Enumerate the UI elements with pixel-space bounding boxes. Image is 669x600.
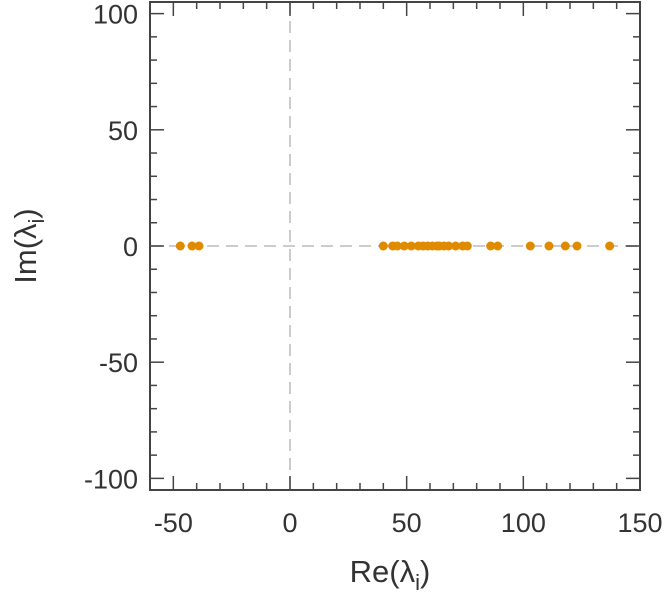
data-point (194, 241, 204, 251)
y-axis-label: Im(λi) (8, 208, 49, 283)
y-tick-label: -100 (84, 464, 138, 494)
x-tick-labels: -50 0 50 100 150 (154, 508, 663, 538)
x-axis-label: Re(λi) (350, 554, 431, 595)
data-point (406, 241, 416, 251)
data-point (399, 241, 409, 251)
data-point (392, 241, 402, 251)
x-tick-label: -50 (154, 508, 193, 538)
data-points (175, 241, 615, 251)
data-point (560, 241, 570, 251)
data-point (378, 241, 388, 251)
x-tick-label: 50 (392, 508, 422, 538)
x-tick-label: 0 (282, 508, 297, 538)
data-point (493, 241, 503, 251)
y-tick-label: -50 (99, 348, 138, 378)
data-point (187, 241, 197, 251)
data-point (486, 241, 496, 251)
axis-ticks (149, 2, 641, 490)
data-point (525, 241, 535, 251)
data-point (444, 241, 454, 251)
data-point (544, 241, 554, 251)
x-tick-label: 100 (501, 508, 546, 538)
zero-reference-lines (150, 2, 640, 490)
data-point (175, 241, 185, 251)
data-point (451, 241, 461, 251)
y-tick-label: 50 (108, 116, 138, 146)
y-tick-label: 0 (123, 232, 138, 262)
data-point (605, 241, 615, 251)
x-tick-label: 150 (617, 508, 662, 538)
y-tick-labels: 100 50 0 -50 -100 (84, 0, 138, 494)
y-tick-label: 100 (93, 0, 138, 30)
data-point (572, 241, 582, 251)
data-point (462, 241, 472, 251)
